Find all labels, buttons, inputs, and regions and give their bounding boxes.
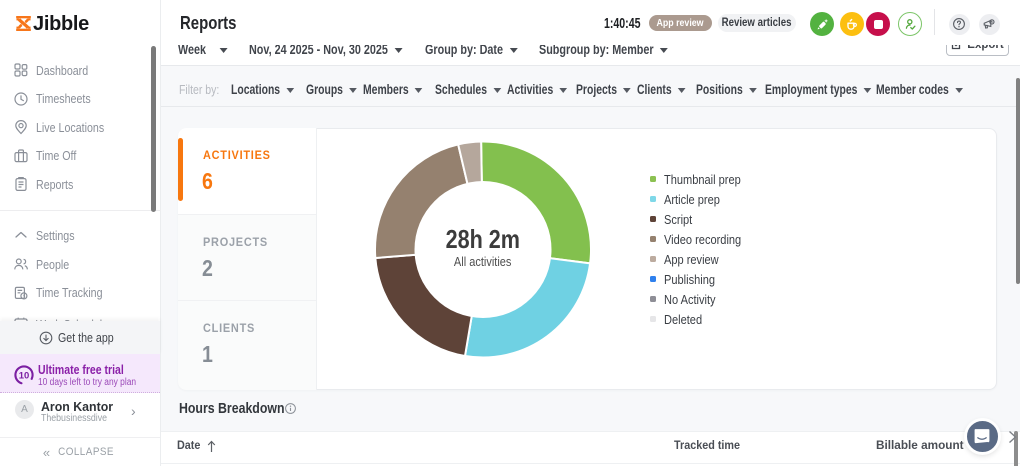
- svg-text:10: 10: [19, 371, 30, 382]
